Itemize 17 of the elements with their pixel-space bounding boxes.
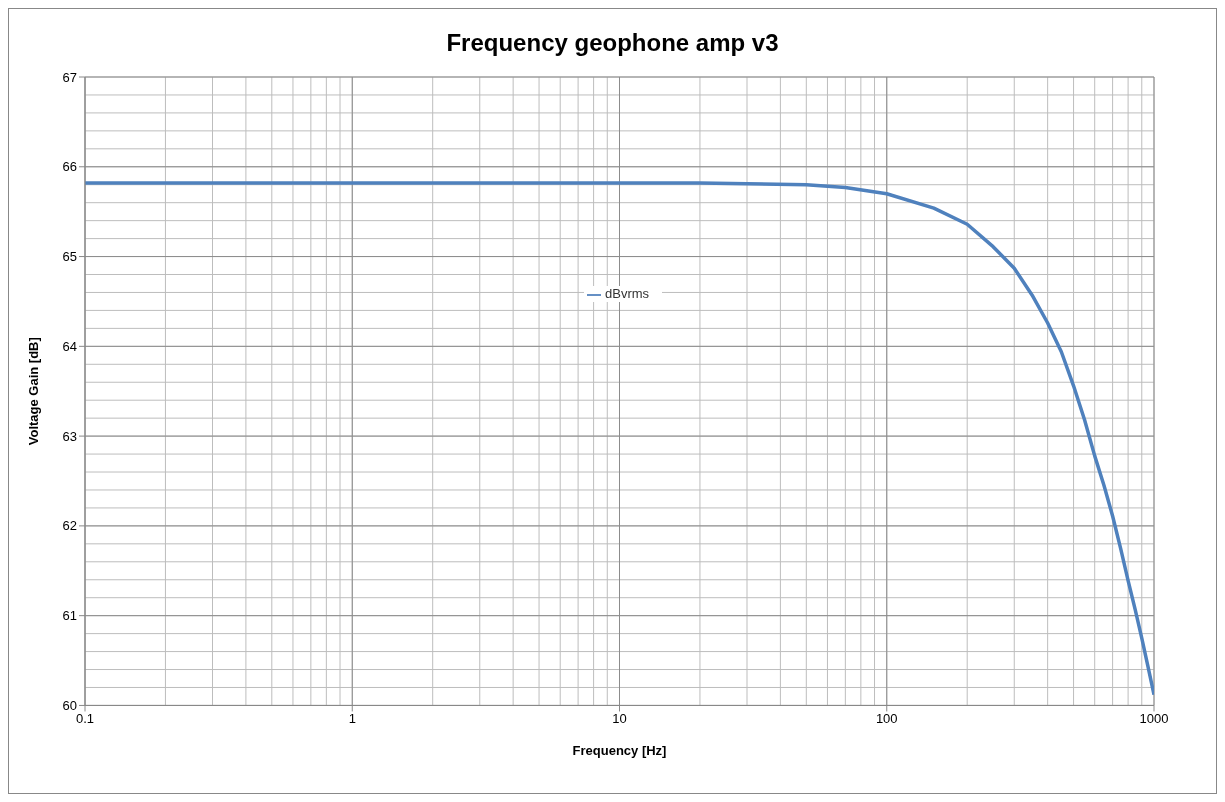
- x-tick-label: 100: [875, 710, 898, 726]
- y-tick-label: 65: [62, 249, 77, 265]
- y-tick-label: 63: [62, 428, 77, 444]
- x-tick-label: 1000: [1139, 710, 1169, 726]
- y-tick-label: 60: [62, 698, 77, 714]
- y-tick-label: 64: [62, 338, 77, 354]
- chart-title: Frequency geophone amp v3: [445, 29, 780, 57]
- x-tick-label: 0.1: [75, 710, 95, 726]
- legend-label: dBvrms: [605, 286, 650, 301]
- x-tick-label: 10: [612, 710, 627, 726]
- y-tick-label: 61: [62, 608, 77, 624]
- y-tick-label: 66: [62, 159, 77, 175]
- x-tick-label: 1: [348, 710, 356, 726]
- y-tick-label: 62: [62, 518, 77, 534]
- y-tick-label: 67: [62, 69, 77, 85]
- x-axis-title: Frequency [Hz]: [572, 743, 667, 759]
- y-axis-title: Voltage Gain [dB]: [25, 337, 41, 446]
